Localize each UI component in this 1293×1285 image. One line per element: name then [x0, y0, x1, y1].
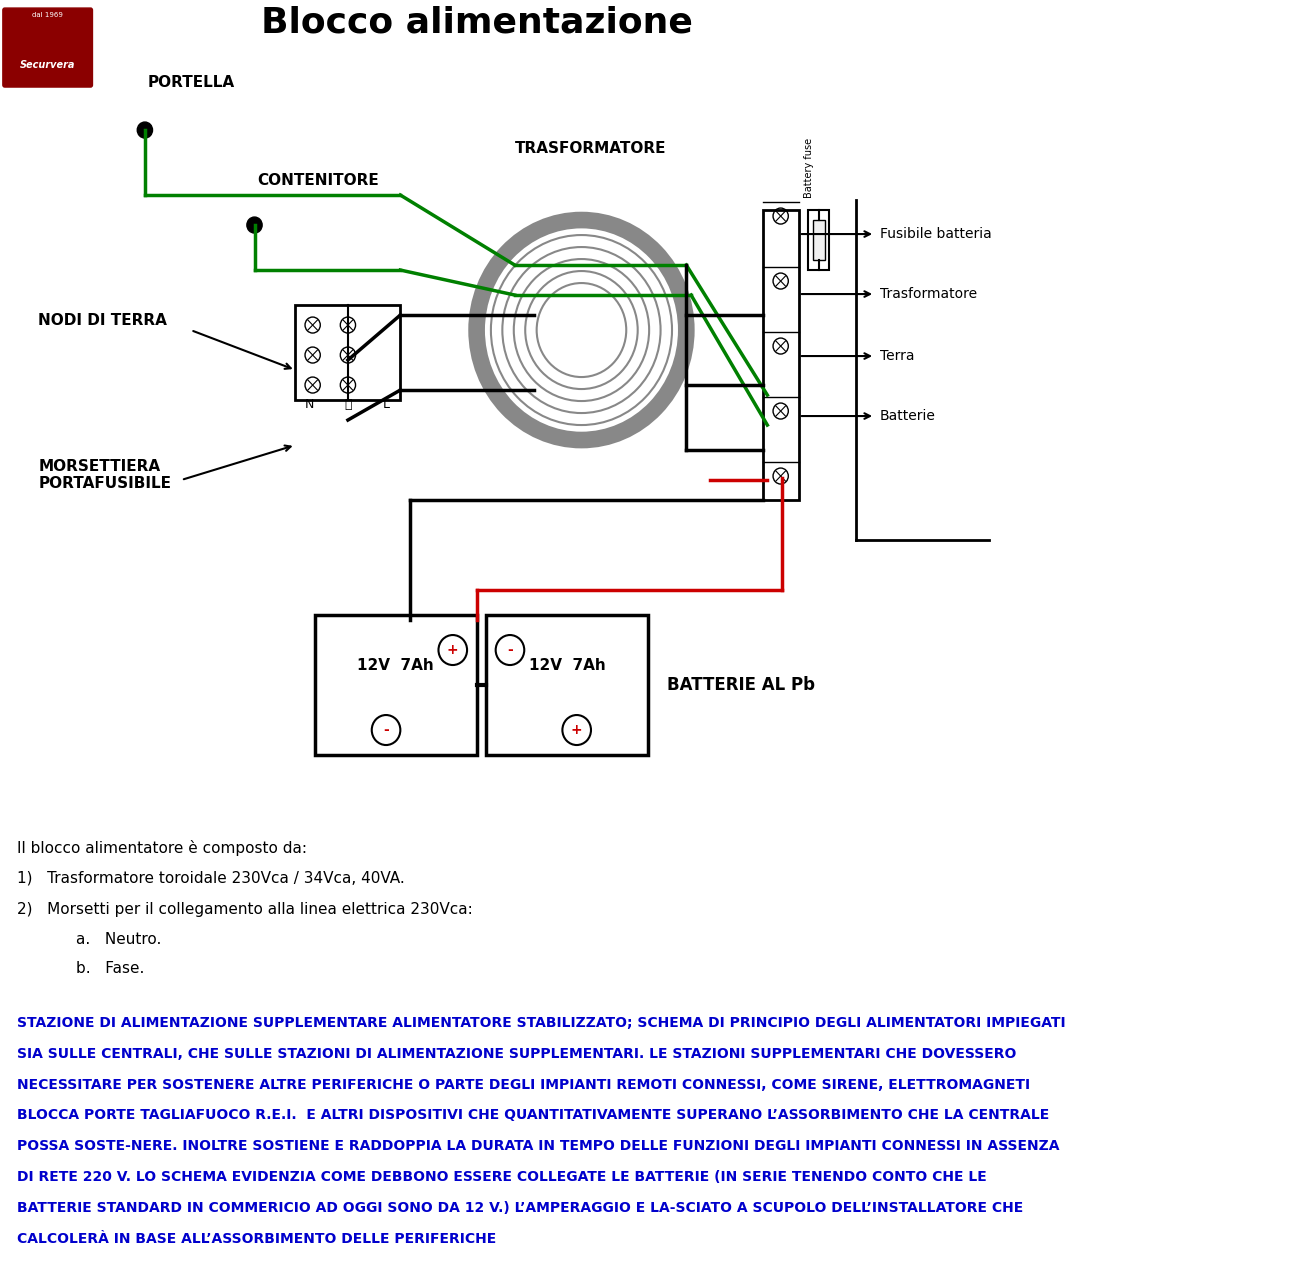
Circle shape — [562, 714, 591, 745]
Text: NODI DI TERRA: NODI DI TERRA — [37, 312, 167, 328]
Text: MORSETTIERA
PORTAFUSIBILE: MORSETTIERA PORTAFUSIBILE — [37, 459, 171, 491]
Text: 12V  7Ah: 12V 7Ah — [529, 658, 605, 672]
Text: +: + — [572, 723, 583, 738]
Text: L: L — [383, 398, 389, 411]
Text: Trasformatore: Trasformatore — [879, 287, 978, 301]
Text: DI RETE 220 V. LO SCHEMA EVIDENZIA COME DEBBONO ESSERE COLLEGATE LE BATTERIE (IN: DI RETE 220 V. LO SCHEMA EVIDENZIA COME … — [17, 1171, 987, 1183]
Text: Blocco alimentazione: Blocco alimentazione — [261, 5, 693, 39]
Bar — [486, 616, 648, 756]
Text: N: N — [305, 398, 314, 411]
Text: -: - — [507, 642, 513, 657]
Text: PORTELLA: PORTELLA — [147, 75, 235, 90]
Text: TRASFORMATORE: TRASFORMATORE — [515, 140, 666, 155]
Text: BLOCCA PORTE TAGLIAFUOCO R.E.I.  E ALTRI DISPOSITIVI CHE QUANTITATIVAMENTE SUPER: BLOCCA PORTE TAGLIAFUOCO R.E.I. E ALTRI … — [17, 1109, 1050, 1122]
Text: Terra: Terra — [879, 350, 914, 364]
Text: CALCOLERÀ IN BASE ALL’ASSORBIMENTO DELLE PERIFERICHE: CALCOLERÀ IN BASE ALL’ASSORBIMENTO DELLE… — [17, 1231, 497, 1245]
Text: Il blocco alimentatore è composto da:: Il blocco alimentatore è composto da: — [17, 840, 308, 856]
Circle shape — [438, 635, 467, 666]
Bar — [314, 616, 477, 756]
Text: -: - — [383, 723, 389, 738]
Text: 12V  7Ah: 12V 7Ah — [357, 658, 434, 672]
Circle shape — [247, 217, 262, 233]
Bar — [813, 220, 825, 260]
Text: ⏚: ⏚ — [344, 398, 352, 411]
Text: CONTENITORE: CONTENITORE — [257, 172, 379, 188]
Text: +: + — [447, 642, 459, 657]
Circle shape — [543, 290, 619, 370]
Text: BATTERIE STANDARD IN COMMERICIO AD OGGI SONO DA 12 V.) L’AMPERAGGIO E LA-SCIATO : BATTERIE STANDARD IN COMMERICIO AD OGGI … — [17, 1200, 1023, 1214]
Bar — [808, 209, 829, 270]
Text: POSSA SOSTE-NERE. INOLTRE SOSTIENE E RADDOPPIA LA DURATA IN TEMPO DELLE FUNZIONI: POSSA SOSTE-NERE. INOLTRE SOSTIENE E RAD… — [17, 1140, 1060, 1153]
Text: 1)   Trasformatore toroidale 230Vca / 34Vca, 40VA.: 1) Trasformatore toroidale 230Vca / 34Vc… — [17, 871, 405, 885]
FancyBboxPatch shape — [3, 8, 93, 87]
Text: b.   Fase.: b. Fase. — [76, 961, 145, 977]
Text: Fusibile batteria: Fusibile batteria — [879, 227, 992, 242]
Text: dal 1969: dal 1969 — [32, 12, 63, 18]
Circle shape — [495, 635, 524, 666]
Text: a.   Neutro.: a. Neutro. — [76, 933, 162, 947]
Text: 2)   Morsetti per il collegamento alla linea elettrica 230Vca:: 2) Morsetti per il collegamento alla lin… — [17, 902, 473, 916]
Text: STAZIONE DI ALIMENTAZIONE SUPPLEMENTARE ALIMENTATORE STABILIZZATO; SCHEMA DI PRI: STAZIONE DI ALIMENTAZIONE SUPPLEMENTARE … — [17, 1016, 1065, 1031]
Text: Battery fuse: Battery fuse — [803, 137, 813, 198]
Bar — [296, 305, 401, 400]
Circle shape — [372, 714, 401, 745]
Circle shape — [137, 122, 153, 137]
Text: NECESSITARE PER SOSTENERE ALTRE PERIFERICHE O PARTE DEGLI IMPIANTI REMOTI CONNES: NECESSITARE PER SOSTENERE ALTRE PERIFERI… — [17, 1078, 1031, 1092]
Text: Batterie: Batterie — [879, 409, 936, 423]
Text: Securvera: Securvera — [19, 60, 75, 71]
Text: SIA SULLE CENTRALI, CHE SULLE STAZIONI DI ALIMENTAZIONE SUPPLEMENTARI. LE STAZIO: SIA SULLE CENTRALI, CHE SULLE STAZIONI D… — [17, 1047, 1016, 1061]
Text: BATTERIE AL Pb: BATTERIE AL Pb — [667, 676, 816, 694]
Bar — [763, 209, 799, 500]
